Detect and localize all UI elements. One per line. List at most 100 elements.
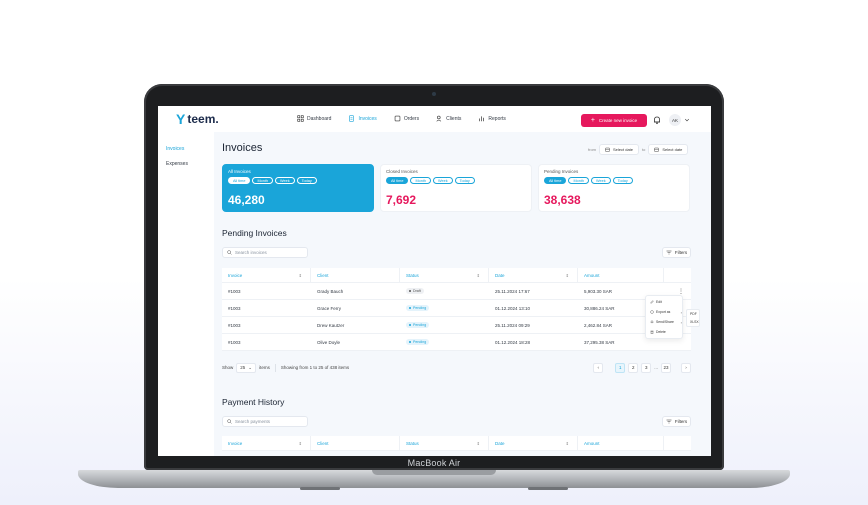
menu-item-export[interactable]: Export as › (650, 310, 682, 315)
submenu-item-xlsx[interactable]: XLSX (690, 320, 699, 324)
next-page-button[interactable]: › (681, 362, 691, 373)
page-title: Invoices (222, 142, 263, 154)
nav-label: Dashboard (307, 115, 332, 122)
table-row[interactable]: #1003 Grady Bauch Draft 25.11.2024 17:67… (222, 283, 691, 300)
column-header-amount[interactable]: Amount (578, 435, 664, 451)
invoice-cell: #1003 (228, 339, 241, 345)
status-dot (409, 307, 411, 309)
from-date-field[interactable]: Select date (599, 144, 640, 155)
search-invoices-input[interactable]: Search invoices (222, 247, 308, 258)
filter-all-time[interactable]: All time (228, 177, 251, 184)
column-header-client[interactable]: Client (311, 435, 400, 451)
stat-card-all-invoices: All Invoices All time Month Week Today 4… (222, 164, 374, 212)
device-label: MacBook Air (407, 458, 461, 468)
sort-icon: ⇕ (565, 272, 569, 278)
sidebar: Invoices Expenses (158, 132, 214, 456)
column-header-date[interactable]: Date ⇕ (489, 435, 578, 451)
bar-chart-icon (479, 116, 485, 122)
export-submenu: PDF XLSX (686, 309, 700, 327)
search-placeholder: Search payments (235, 419, 271, 424)
page-button-3[interactable]: 3 (641, 362, 652, 373)
top-bar: Y teem. Dashboard Invoices Orders Client… (158, 106, 711, 132)
filter-today[interactable]: Today (296, 177, 317, 184)
client-cell: Olive Doyle (317, 339, 341, 345)
column-header-status[interactable]: Status ⇕ (400, 267, 489, 283)
filters-button[interactable]: Filters (662, 416, 691, 427)
page-button-last[interactable]: 23 (661, 362, 671, 373)
amount-cell: 37,295.38 SAR (584, 339, 615, 345)
to-date-field[interactable]: Select date (648, 144, 689, 155)
submenu-item-pdf[interactable]: PDF (690, 312, 697, 316)
column-header-amount[interactable]: Amount (578, 267, 664, 283)
box-icon (394, 115, 401, 122)
client-cell: Grace Ferry (317, 305, 342, 311)
more-vertical-icon[interactable]: ⋮ (678, 288, 684, 295)
filter-month[interactable]: Month (252, 177, 274, 184)
payment-history-table: Invoice ⇕ Client Status ⇕ Date ⇕ Amount (222, 435, 691, 451)
filter-today[interactable]: Today (612, 177, 633, 184)
search-payments-input[interactable]: Search payments (222, 416, 308, 427)
search-icon (227, 250, 232, 255)
filters-button[interactable]: Filters (662, 247, 691, 258)
status-text: Pending (413, 323, 427, 327)
pagination-ellipsis: ... (654, 365, 658, 370)
column-header-invoice[interactable]: Invoice ⇕ (222, 435, 311, 451)
nav-reports[interactable]: Reports (478, 115, 506, 122)
export-icon (650, 310, 654, 314)
laptop-chin: MacBook Air (146, 456, 722, 470)
menu-label: Export as (656, 310, 671, 314)
column-header-status[interactable]: Status ⇕ (400, 435, 489, 451)
menu-label: Edit (656, 300, 662, 304)
filter-today[interactable]: Today (454, 177, 475, 184)
filter-week[interactable]: Week (591, 177, 611, 184)
filter-icon (666, 419, 672, 424)
nav-clients[interactable]: Clients (436, 115, 461, 122)
filter-month[interactable]: Month (568, 177, 590, 184)
table-header: Invoice ⇕ Client Status ⇕ Date ⇕ Amount (222, 435, 691, 451)
per-page-select[interactable]: 25 ⌄ (236, 362, 257, 373)
laptop-notch (372, 470, 496, 475)
filter-all-time[interactable]: All time (386, 177, 409, 184)
table-row[interactable]: #1003 Grace Ferry Pending 01.12.2024 13:… (222, 300, 691, 317)
column-label: Amount (584, 272, 600, 278)
page-button-1[interactable]: 1 (615, 362, 626, 373)
nav-dashboard[interactable]: Dashboard (297, 115, 331, 122)
menu-item-share[interactable]: Send/Share › (650, 320, 682, 325)
plus-icon: + (590, 117, 595, 124)
chevron-down-icon[interactable] (684, 117, 690, 123)
table-row[interactable]: #1003 Drew Kautzer Pending 25.11.2024 09… (222, 317, 691, 334)
column-header-date[interactable]: Date ⇕ (489, 267, 578, 283)
filter-all-time[interactable]: All time (544, 177, 567, 184)
row-context-menu: Edit Export as › Send/Share › Delete (645, 295, 683, 339)
avatar[interactable]: AK (669, 114, 681, 126)
prev-page-button[interactable]: ‹ (593, 362, 604, 373)
column-header-invoice[interactable]: Invoice ⇕ (222, 267, 311, 283)
create-invoice-button[interactable]: + Create new invoice (581, 114, 647, 127)
nav-label: Invoices (358, 115, 377, 122)
users-icon (436, 115, 442, 122)
nav-orders[interactable]: Orders (394, 115, 419, 122)
pending-invoices-title: Pending Invoices (222, 228, 287, 238)
stat-card-closed-invoices: Closed Invoices All time Month Week Toda… (380, 164, 532, 212)
nav-invoices[interactable]: Invoices (348, 115, 377, 122)
logo[interactable]: Y teem. (176, 112, 219, 126)
stat-card-pending-invoices: Pending Invoices All time Month Week Tod… (538, 164, 690, 212)
sidebar-item-expenses[interactable]: Expenses (166, 161, 188, 167)
menu-item-edit[interactable]: Edit (650, 300, 662, 304)
bell-icon[interactable] (652, 115, 662, 125)
filter-month[interactable]: Month (410, 177, 432, 184)
menu-item-delete[interactable]: Delete (650, 330, 666, 334)
column-label: Client (317, 440, 329, 446)
filter-week[interactable]: Week (275, 177, 295, 184)
column-header-actions (664, 436, 691, 451)
chevron-down-icon: ⌄ (248, 364, 253, 370)
table-row[interactable]: #1003 Olive Doyle Pending 01.12.2024 18:… (222, 334, 691, 351)
grid-icon (297, 115, 304, 122)
from-date-placeholder: Select date (613, 147, 634, 152)
column-header-client[interactable]: Client (311, 267, 400, 283)
date-cell: 25.11.2024 17:67 (495, 288, 530, 294)
page-button-2[interactable]: 2 (628, 362, 639, 373)
app-screen: Y teem. Dashboard Invoices Orders Client… (158, 106, 711, 456)
filter-week[interactable]: Week (433, 177, 453, 184)
sidebar-item-invoices[interactable]: Invoices (166, 146, 185, 152)
